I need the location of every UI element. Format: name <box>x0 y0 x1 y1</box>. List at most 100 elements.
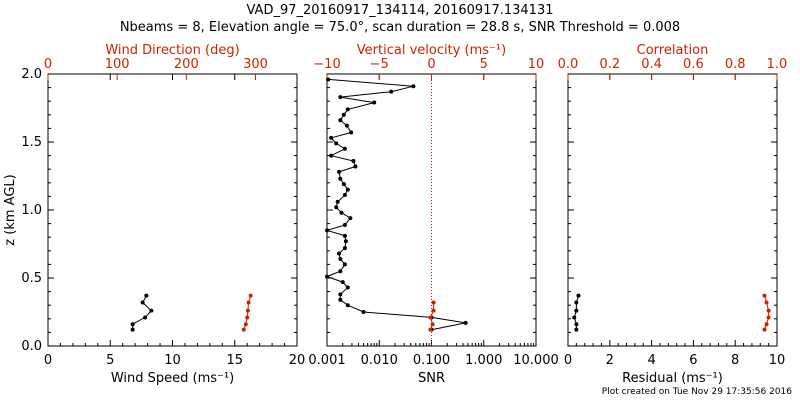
panel-3-series-2-point <box>766 308 771 313</box>
panel-3-series-1-point <box>574 327 579 332</box>
panel-2-bottom-axis-title: SNR <box>418 371 445 386</box>
panel-2-series-1-point <box>342 146 347 151</box>
panel-1-top-tick-label: 200 <box>174 57 199 72</box>
panel-2-series-1-point <box>342 222 347 227</box>
panel-1-series-2-point <box>248 293 253 298</box>
panel-1-series-2-point <box>241 327 246 332</box>
panel-1-bottom-tick-label: 5 <box>106 353 114 368</box>
panel-2-series-1-line <box>325 78 466 331</box>
panel-1-series-1-point <box>144 293 149 298</box>
panel-2-series-1-point <box>329 153 334 158</box>
panel-1-series-2-point <box>246 300 251 305</box>
panel-2-series-1-point <box>337 169 342 174</box>
panel-3-bottom-tick-label: 8 <box>731 353 739 368</box>
panel-2-series-1-point <box>372 100 377 105</box>
panel-2-top-axis-title: Vertical velocity (ms⁻¹) <box>357 43 506 58</box>
panel-3-bottom-tick-label: 10 <box>769 353 786 368</box>
panel-3-series-2-point <box>764 322 769 327</box>
panel-3-series-2-point <box>764 300 769 305</box>
panel-2-series-2-point <box>431 300 436 305</box>
panel-2-series-1-point <box>342 262 347 267</box>
panel-1-top-tick-label: 300 <box>243 57 268 72</box>
panel-3-top-tick-label: 0.4 <box>641 57 662 72</box>
panel-1-series-2-point <box>245 315 250 320</box>
panel-2-bottom-tick-label: 0.010 <box>361 353 398 368</box>
panel-3-series-1-point <box>574 322 579 327</box>
panel-2-series-1-point <box>338 292 343 297</box>
panel-1-series-2-point <box>245 308 250 313</box>
panel-2-top-tick-label: 10 <box>528 57 545 72</box>
panel-2-top-tick-label: −5 <box>370 57 389 72</box>
panel-2-series-1-point <box>341 182 346 187</box>
panel-2-series-1-point <box>345 285 350 290</box>
panel-2-top-tick-label: −10 <box>313 57 340 72</box>
panel-3-top-tick-label: 0.2 <box>599 57 620 72</box>
panel-3-bottom-tick-label: 0 <box>564 353 572 368</box>
panel-1-series-1-point <box>143 315 148 320</box>
panel-1-top-tick-label: 0 <box>44 57 52 72</box>
panel-3-bottom-tick-label: 4 <box>647 353 655 368</box>
panel-2-bottom-tick-label: 10.000 <box>513 353 559 368</box>
panel-1-bottom-axis-title: Wind Speed (ms⁻¹) <box>111 371 234 386</box>
panel-2-series-1-point <box>343 239 348 244</box>
panel-2-series-1-point <box>325 228 329 233</box>
panel-2-series-1-point <box>342 233 347 238</box>
panel-2-series-1-point <box>463 320 468 325</box>
panel-1-top-axis-title: Wind Direction (deg) <box>105 43 239 58</box>
panel-2-series-1-point <box>411 84 416 89</box>
panel-2-top-tick-label: 5 <box>480 57 488 72</box>
panel-2-bottom-tick-label: 1.000 <box>465 353 502 368</box>
panel-2-series-1-point <box>351 159 356 164</box>
panel-3-series-1-point <box>576 293 581 298</box>
panel-2-series-2-point <box>431 308 436 313</box>
panel-2-series-1-point <box>349 130 354 135</box>
panel-1-series-2-point <box>243 322 248 327</box>
panel-2-series-2-point <box>430 322 435 327</box>
panel-2-series-1-point <box>329 135 334 140</box>
panel-2-series-1-point <box>345 187 350 192</box>
chart-subtitle: Nbeams = 8, Elevation angle = 75.0°, sca… <box>119 20 681 35</box>
panel-2-series-1-point <box>353 164 358 169</box>
chart-title: VAD_97_20160917_134114, 20160917.134131 <box>246 3 554 18</box>
panel-2-bottom-tick-label: 0.001 <box>308 353 345 368</box>
panel-3-bottom-axis-title: Residual (ms⁻¹) <box>622 371 723 386</box>
panel-2-series-1-point <box>338 256 343 261</box>
y-tick-label: 0.5 <box>21 271 42 286</box>
panel-2-series-1-point <box>334 205 339 210</box>
y-tick-label: 1.5 <box>21 135 42 150</box>
panel-2-bottom-tick-label: 0.100 <box>413 353 450 368</box>
y-tick-label: 1.0 <box>21 203 42 218</box>
panel-1-bottom-tick-label: 15 <box>226 353 243 368</box>
panel-3-series-2-point <box>762 293 767 298</box>
panel-2-series-1-point <box>341 112 346 117</box>
panel-2-series-1-point <box>326 77 331 82</box>
panel-2-series-1-point <box>345 107 350 112</box>
panel-3-series-1-point <box>574 308 579 313</box>
panel-1-bottom-tick-label: 10 <box>164 353 181 368</box>
y-tick-label: 0.0 <box>21 339 42 354</box>
panel-2-series-1-point <box>338 95 343 100</box>
panel-2-series-1-point <box>337 251 342 256</box>
panel-2-series-1-point <box>361 310 366 314</box>
panel-3-series-2-point <box>762 327 767 332</box>
panel-3-top-tick-label: 0.6 <box>683 57 704 72</box>
panel-2-series-1-point <box>338 269 343 274</box>
panel-3-top-tick-label: 0.8 <box>725 57 746 72</box>
panel-3-top-tick-label: 0.0 <box>558 57 579 72</box>
panel-1-series-1-point <box>140 300 145 305</box>
panel-1-top-tick-label: 100 <box>105 57 130 72</box>
panel-2-series-1-point <box>342 193 347 198</box>
panel-3-top-tick-label: 1.0 <box>767 57 788 72</box>
panel-1-series-1-point <box>149 308 154 313</box>
panel-2-series-1-point <box>338 176 343 181</box>
panel-2-series-1-point <box>338 118 343 123</box>
panel-2-series-2-point <box>428 327 433 332</box>
panel-2-series-2-point <box>428 315 433 320</box>
panel-2-series-1-point <box>334 141 339 146</box>
panel-3-series-1-point <box>574 300 579 305</box>
panel-2-series-1-point <box>389 89 394 94</box>
panel-3-series-1-point <box>572 315 577 320</box>
panel-2-series-1-point <box>342 246 347 251</box>
panel-1-series-1-point <box>130 327 135 332</box>
